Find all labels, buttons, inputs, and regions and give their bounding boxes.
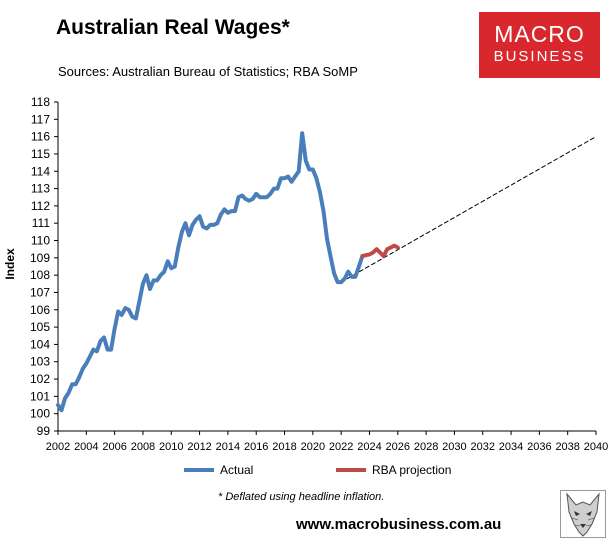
y-tick-label: 103 bbox=[30, 355, 50, 369]
x-tick-label: 2024 bbox=[357, 441, 381, 453]
y-tick-label: 111 bbox=[32, 216, 51, 230]
x-tick-label: 2020 bbox=[301, 441, 325, 453]
y-tick-label: 114 bbox=[31, 164, 50, 178]
y-tick-label: 104 bbox=[30, 337, 50, 351]
y-tick-label: 116 bbox=[31, 130, 50, 144]
x-tick-label: 2026 bbox=[386, 441, 410, 453]
series-line-actual bbox=[56, 131, 365, 413]
x-tick-label: 2014 bbox=[216, 441, 240, 453]
legend-swatch-rba-projection bbox=[336, 468, 366, 472]
chart-series bbox=[56, 131, 597, 413]
footnote: * Deflated using headline inflation. bbox=[218, 491, 385, 503]
x-tick-label: 2036 bbox=[527, 441, 551, 453]
legend-item-rba-projection: RBA projection bbox=[336, 463, 451, 477]
y-tick-label: 113 bbox=[31, 182, 50, 196]
x-tick-label: 2002 bbox=[46, 441, 70, 453]
y-tick-label: 115 bbox=[31, 147, 50, 161]
x-tick-label: 2028 bbox=[414, 441, 438, 453]
y-tick-label: 102 bbox=[30, 372, 50, 386]
x-tick-label: 2004 bbox=[74, 441, 98, 453]
x-tick-label: 2016 bbox=[244, 441, 268, 453]
chart-axes: 99 100 101 102 103 104 105 106 107 108 109 110 111 11… bbox=[30, 95, 608, 453]
trend-line-dashed bbox=[340, 136, 597, 283]
series-line-rba-projection bbox=[360, 243, 400, 259]
legend-swatch-actual bbox=[184, 468, 214, 472]
x-tick-label: 2010 bbox=[159, 441, 183, 453]
legend-item-actual: Actual bbox=[184, 463, 253, 477]
y-tick-label: 112 bbox=[31, 199, 50, 213]
logo-line-1: MACRO bbox=[494, 21, 585, 47]
y-tick-label: 110 bbox=[31, 234, 50, 248]
y-tick-label: 118 bbox=[31, 95, 50, 109]
y-tick-label: 108 bbox=[30, 268, 50, 282]
y-tick-label: 105 bbox=[30, 320, 50, 334]
x-tick-label: 2040 bbox=[584, 441, 608, 453]
chart-legend: Actual RBA projection bbox=[0, 463, 614, 481]
x-tick-label: 2018 bbox=[272, 441, 296, 453]
y-tick-label: 100 bbox=[30, 407, 50, 421]
y-axis-label: Index bbox=[3, 248, 17, 280]
legend-label-rba-projection: RBA projection bbox=[372, 463, 452, 477]
y-tick-label: 107 bbox=[30, 285, 50, 299]
x-tick-label: 2034 bbox=[499, 441, 523, 453]
chart-title: Australian Real Wages* bbox=[56, 16, 290, 39]
logo-line-2: BUSINESS bbox=[493, 48, 586, 65]
line-chart: 99 100 101 102 103 104 105 106 107 108 109 110 111 11… bbox=[3, 95, 608, 453]
x-tick-label: 2030 bbox=[442, 441, 466, 453]
x-tick-label: 2012 bbox=[187, 441, 211, 453]
chart-subtitle: Sources: Australian Bureau of Statistics… bbox=[58, 64, 358, 79]
wolf-logo-icon bbox=[560, 490, 606, 538]
y-tick-label: 109 bbox=[30, 251, 50, 265]
x-tick-label: 2032 bbox=[470, 441, 494, 453]
macrobusiness-logo: MACRO BUSINESS bbox=[479, 12, 600, 78]
y-tick-label: 117 bbox=[31, 112, 50, 126]
website-link[interactable]: www.macrobusiness.com.au bbox=[296, 516, 502, 533]
legend-label-actual: Actual bbox=[220, 463, 254, 477]
y-tick-label: 101 bbox=[30, 389, 50, 403]
x-tick-label: 2022 bbox=[329, 441, 353, 453]
y-tick-label: 106 bbox=[30, 303, 50, 317]
x-tick-label: 2038 bbox=[555, 441, 579, 453]
x-tick-label: 2008 bbox=[131, 441, 155, 453]
y-tick-label: 99 bbox=[37, 424, 51, 438]
x-tick-label: 2006 bbox=[102, 441, 126, 453]
